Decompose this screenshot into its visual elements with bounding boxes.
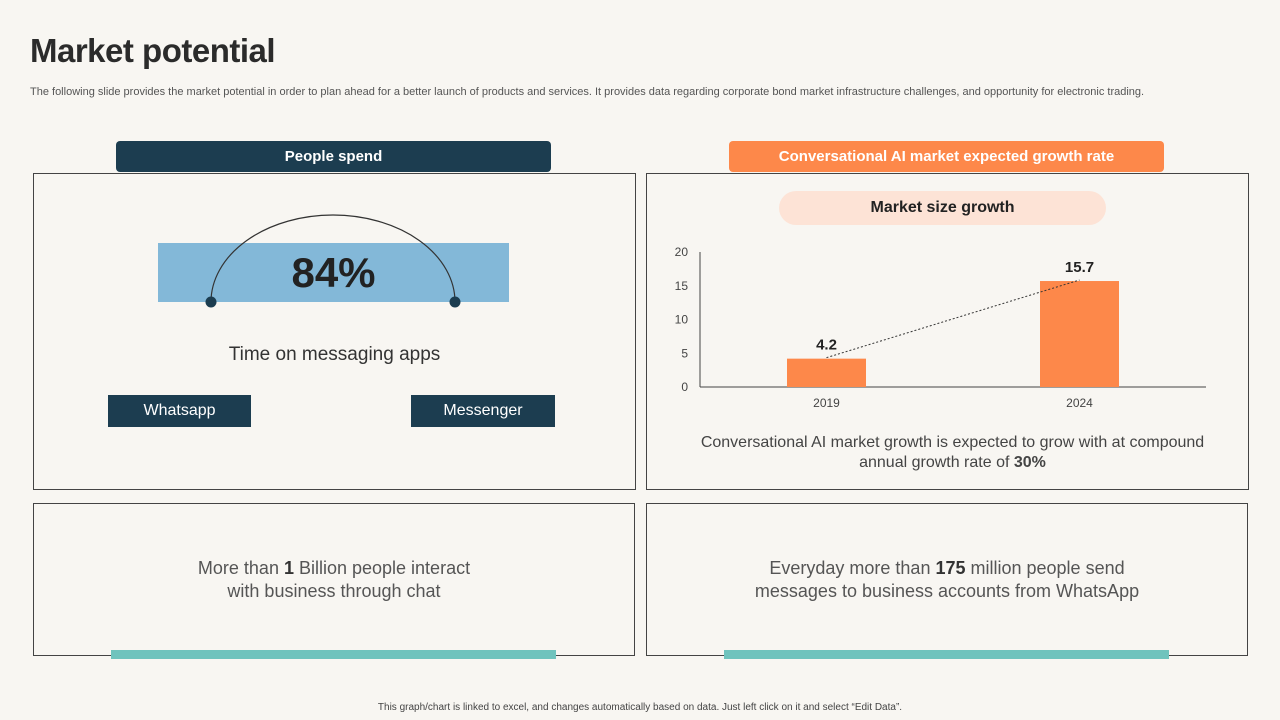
x-tick-label: 2024	[1066, 396, 1093, 410]
people-spend-header: People spend	[116, 141, 551, 172]
stat-whatsapp-messages: Everyday more than 175 million people se…	[646, 557, 1248, 603]
gauge-end-dot	[449, 296, 461, 308]
growth-note-text: Conversational AI market growth is expec…	[700, 434, 1205, 471]
gauge-bar	[158, 243, 509, 302]
stat-text-line2: with business through chat	[227, 581, 441, 601]
stat-text-line2: messages to business accounts from Whats…	[754, 581, 1140, 601]
stat-business-chat: More than 1 Billion people interact with…	[33, 557, 635, 603]
growth-rate-value: 30%	[1013, 454, 1046, 471]
stat-highlight: 1	[283, 558, 294, 578]
stat-text-rest: million people send	[965, 558, 1125, 578]
gauge-arc	[205, 214, 461, 308]
y-tick-label: 0	[681, 380, 688, 394]
y-tick-label: 20	[675, 245, 689, 259]
growth-rate-panel	[646, 173, 1249, 490]
whatsapp-button[interactable]: Whatsapp	[108, 395, 251, 427]
footer-note: This graph/chart is linked to excel, and…	[377, 702, 903, 713]
trend-line	[826, 279, 1080, 359]
gauge-label: Time on messaging apps	[228, 344, 441, 365]
messenger-button[interactable]: Messenger	[411, 395, 555, 427]
stat-text-rest: Billion people interact	[293, 558, 471, 578]
page-subtitle: The following slide provides the market …	[30, 86, 1145, 98]
market-size-pill: Market size growth	[779, 191, 1106, 225]
y-tick-label: 5	[681, 346, 688, 360]
stat-highlight: 175	[935, 558, 966, 578]
growth-note: Conversational AI market growth is expec…	[700, 433, 1205, 473]
stat-text-prefix: Everyday more than	[769, 558, 936, 578]
bar-2024	[1040, 281, 1119, 387]
data-label: 4.2	[816, 337, 837, 354]
bar-2019	[787, 358, 866, 387]
market-size-chart[interactable]: 0 5 10 15 20 4.2 2019 15.7 2024	[646, 236, 1246, 416]
accent-bar	[111, 650, 556, 659]
growth-rate-header: Conversational AI market expected growth…	[729, 141, 1164, 172]
gauge-start-dot	[205, 296, 217, 308]
x-tick-label: 2019	[813, 396, 840, 410]
data-label: 15.7	[1065, 259, 1094, 276]
y-tick-label: 15	[675, 279, 689, 293]
gauge-value: 84%	[291, 248, 376, 296]
y-tick-label: 10	[675, 313, 689, 327]
people-spend-panel	[33, 173, 636, 490]
accent-bar	[724, 650, 1169, 659]
stat-text-prefix: More than	[197, 558, 284, 578]
page-title: Market potential	[30, 32, 276, 69]
